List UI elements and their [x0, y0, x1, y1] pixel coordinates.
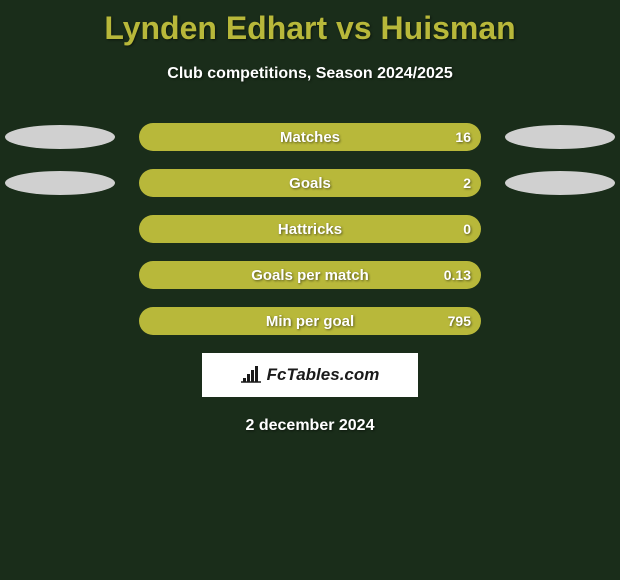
stat-row: Min per goal 795: [0, 307, 620, 335]
stat-label: Hattricks: [278, 221, 342, 238]
stat-row: Goals per match 0.13: [0, 261, 620, 289]
stat-label: Min per goal: [266, 313, 354, 330]
right-player-oval: [505, 125, 615, 149]
stat-value: 795: [448, 313, 471, 329]
stat-bar: Goals 2: [139, 169, 481, 197]
stat-label: Goals: [289, 175, 331, 192]
stat-value: 2: [463, 175, 471, 191]
stat-label: Goals per match: [251, 267, 369, 284]
stat-bar: Matches 16: [139, 123, 481, 151]
stat-row: Hattricks 0: [0, 215, 620, 243]
stat-bar: Goals per match 0.13: [139, 261, 481, 289]
stat-label: Matches: [280, 129, 340, 146]
stat-value: 16: [455, 129, 471, 145]
stats-container: Matches 16 Goals 2 Hattricks 0 Goals per…: [0, 123, 620, 335]
logo-box[interactable]: FcTables.com: [202, 353, 418, 397]
season-subtitle: Club competitions, Season 2024/2025: [0, 65, 620, 83]
stat-bar: Min per goal 795: [139, 307, 481, 335]
stat-value: 0.13: [444, 267, 471, 283]
left-player-oval: [5, 125, 115, 149]
right-player-oval: [505, 171, 615, 195]
date-text: 2 december 2024: [0, 417, 620, 435]
logo-content: FcTables.com: [241, 365, 380, 385]
bar-chart-icon: [241, 366, 263, 384]
logo-text: FcTables.com: [267, 365, 380, 385]
stat-value: 0: [463, 221, 471, 237]
stat-row: Matches 16: [0, 123, 620, 151]
comparison-title: Lynden Edhart vs Huisman: [0, 0, 620, 47]
stat-bar: Hattricks 0: [139, 215, 481, 243]
left-player-oval: [5, 171, 115, 195]
stat-row: Goals 2: [0, 169, 620, 197]
